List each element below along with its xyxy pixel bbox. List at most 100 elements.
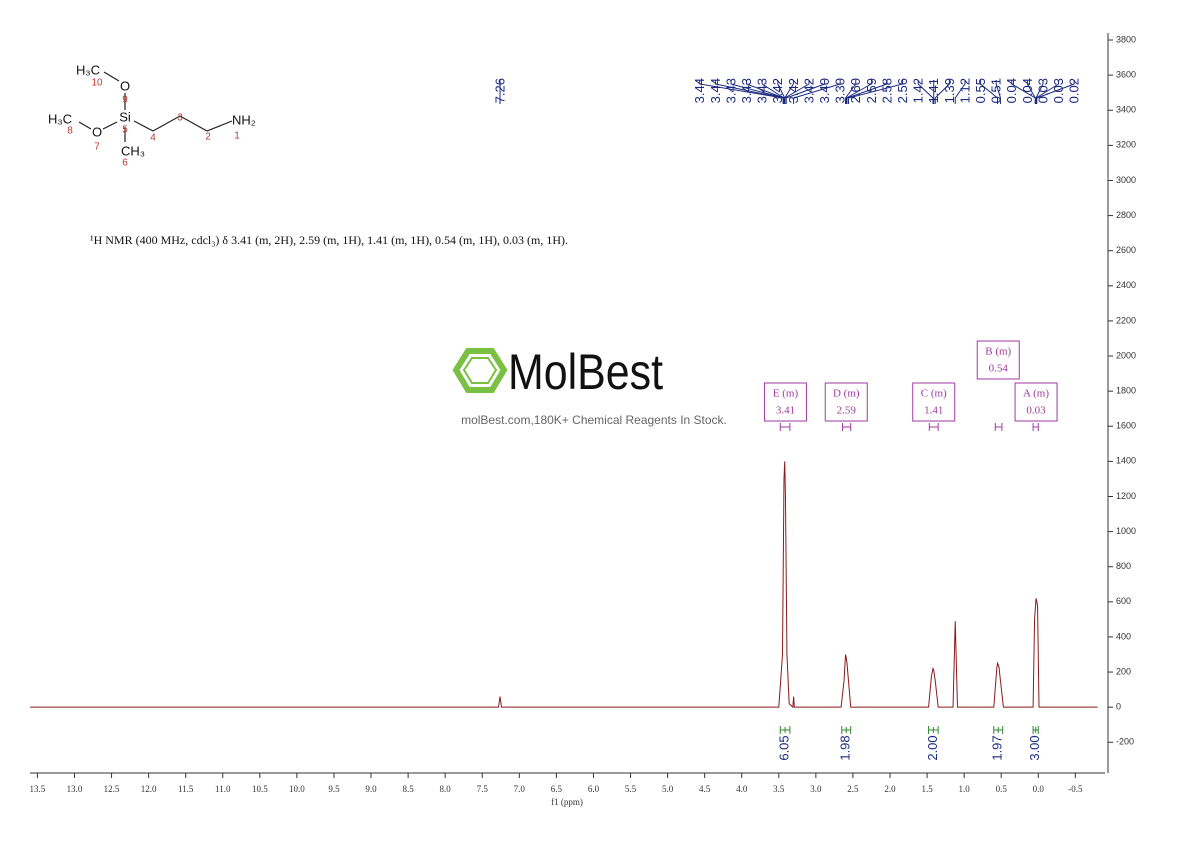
- atom: H₃C: [48, 111, 72, 126]
- x-tick-label: 10.0: [289, 784, 305, 794]
- locant: 9: [122, 95, 128, 106]
- integral-label: 6.05: [777, 735, 792, 760]
- peak-connector: [980, 80, 998, 104]
- multiplet-box: [976, 340, 1020, 380]
- bond: [78, 121, 92, 130]
- x-tick-label: -0.5: [1068, 784, 1083, 794]
- locant: 10: [91, 78, 103, 89]
- y-tick-label: 1000: [1116, 526, 1136, 536]
- x-tick-label: 13.0: [67, 784, 83, 794]
- y-tick-label: 1800: [1116, 386, 1136, 396]
- x-tick-label: 2.5: [847, 784, 859, 794]
- x-tick-label: 13.5: [30, 784, 46, 794]
- multiplet-name: A (m): [1023, 388, 1049, 400]
- y-tick-label: 3600: [1116, 70, 1136, 80]
- multiplet-name: D (m): [833, 388, 860, 400]
- watermark: MolBest molBest.com,180K+ Chemical Reage…: [452, 344, 727, 427]
- locant: 1: [234, 131, 240, 142]
- x-tick-label: 7.5: [477, 784, 489, 794]
- x-tick-label: 5.5: [625, 784, 637, 794]
- peak-connector: [847, 80, 904, 104]
- integral-label: 1.98: [838, 735, 853, 760]
- atom: O: [120, 78, 130, 93]
- bond-chain: [133, 115, 233, 132]
- locant: 6: [122, 158, 128, 169]
- x-tick-label: 3.0: [810, 784, 822, 794]
- peak-connector: [785, 80, 826, 104]
- locant: 2: [205, 132, 211, 143]
- bond: [102, 121, 118, 130]
- peak-connector: [793, 80, 841, 104]
- peak-label: 3.30: [833, 78, 848, 103]
- multiplet-box: [1014, 382, 1058, 422]
- y-tick-label: 2200: [1116, 315, 1136, 325]
- y-tick-label: 2400: [1116, 280, 1136, 290]
- multiplet-shift: 1.41: [924, 405, 943, 417]
- multiplet-shift: 2.59: [837, 405, 857, 417]
- x-tick-label: 2.0: [884, 784, 896, 794]
- peak-label: 3.43: [755, 78, 770, 103]
- y-tick-label: 400: [1116, 631, 1131, 641]
- x-tick-label: 6.5: [551, 784, 563, 794]
- y-tick-label: 600: [1116, 596, 1131, 606]
- slogan: molBest.com,180K+ Chemical Reagents In S…: [461, 413, 727, 427]
- peak-label: 3.40: [817, 78, 832, 103]
- peak-label: 2.58: [879, 78, 894, 103]
- multiplet-name: B (m): [985, 346, 1011, 358]
- peak-connector: [917, 80, 934, 104]
- y-tick-label: 2600: [1116, 245, 1136, 255]
- logo: [462, 357, 498, 384]
- multiplet-box: [912, 382, 956, 422]
- x-tick-label: 5.0: [662, 784, 674, 794]
- x-tick-label: 7.0: [514, 784, 526, 794]
- y-tick-label: 1200: [1116, 491, 1136, 501]
- multiplet-name: E (m): [773, 388, 799, 400]
- locant: 5: [122, 125, 128, 136]
- y-tick-label: 200: [1116, 666, 1131, 676]
- peak-label: 2.59: [864, 78, 879, 103]
- peak-label: 1.42: [911, 78, 926, 103]
- multiplet-shift: 0.03: [1026, 405, 1046, 417]
- atom: O: [92, 124, 102, 139]
- atom: H₃C: [76, 62, 100, 77]
- x-tick-label: 1.5: [921, 784, 933, 794]
- structure: H₃C O H₃C O Si CH₃ NH₂ 10 9 8 7 5 4 3 2 …: [48, 62, 256, 168]
- x-tick-label: 0.5: [996, 784, 1008, 794]
- y-tick-label: 1600: [1116, 421, 1136, 431]
- peak-connector: [784, 80, 810, 104]
- y-tick-label: 800: [1116, 561, 1131, 571]
- spectrum: [30, 461, 1098, 709]
- peak-connector: [1026, 80, 1036, 104]
- x-tick-label: 8.5: [402, 784, 414, 794]
- peak-label: 0.04: [1020, 78, 1035, 103]
- x-tick-label: 4.5: [699, 784, 711, 794]
- peak-label: 0.04: [1004, 78, 1019, 103]
- bond: [103, 71, 120, 82]
- x-tick-label: 6.0: [588, 784, 600, 794]
- peak-connector: [845, 80, 872, 104]
- y-tick-label: -200: [1116, 737, 1134, 747]
- peak-label: 0.02: [1067, 78, 1082, 103]
- brand: MolBest: [508, 344, 663, 400]
- y-tick-label: 3000: [1116, 175, 1136, 185]
- x-tick-label: 12.5: [104, 784, 120, 794]
- locant: 3: [177, 113, 183, 124]
- integral-label: 1.97: [990, 735, 1005, 760]
- atom: CH₃: [121, 143, 145, 158]
- peak-label: 3.42: [770, 78, 785, 103]
- locant: 7: [94, 142, 100, 153]
- peak-label: 2.56: [895, 78, 910, 103]
- y-tick-label: 3800: [1116, 34, 1136, 44]
- peak-connector: [934, 80, 950, 104]
- peak-connector: [1036, 80, 1075, 104]
- peak-connector: [714, 80, 784, 104]
- y-tick-label: 2000: [1116, 350, 1136, 360]
- y-tick-label: 0: [1116, 702, 1121, 712]
- chart-title: ¹H NMR (400 MHz, cdcl₃) δ 3.41 (m, 2H), …: [90, 233, 568, 247]
- integral-label: 3.00: [1027, 735, 1042, 760]
- y-tick-label: 3400: [1116, 105, 1136, 115]
- locant: 8: [67, 126, 73, 137]
- y-tick-label: 2800: [1116, 210, 1136, 220]
- atom: Si: [119, 109, 131, 124]
- atom: NH₂: [232, 112, 256, 127]
